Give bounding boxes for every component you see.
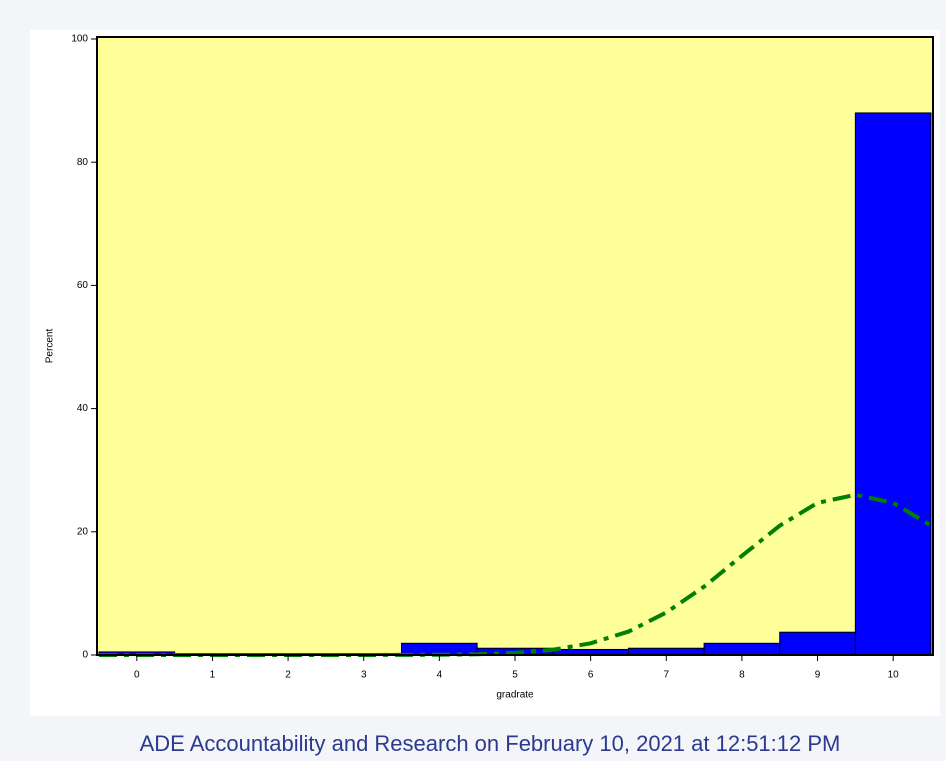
x-tick-label: 2 (285, 670, 291, 681)
bar (854, 112, 932, 656)
x-tick-label: 7 (663, 670, 669, 681)
x-tick-label: 5 (512, 670, 518, 681)
plot-area (97, 37, 933, 655)
x-tick-label: 6 (588, 670, 594, 681)
y-tick-label: 40 (77, 403, 89, 414)
y-tick-label: 60 (77, 280, 89, 291)
x-axis-label: gradrate (496, 690, 534, 701)
x-tick-label: 3 (361, 670, 367, 681)
bar (627, 647, 705, 656)
x-tick-label: 9 (815, 670, 821, 681)
footer: ADE Accountability and Research on Febru… (140, 731, 841, 756)
y-tick-label: 80 (77, 157, 89, 168)
x-tick-label: 10 (888, 670, 900, 681)
x-tick-label: 4 (437, 670, 443, 681)
y-tick-label: 20 (77, 526, 89, 537)
y-axis-label: Percent (45, 329, 56, 364)
x-tick-label: 0 (134, 670, 140, 681)
y-tick-label: 100 (71, 34, 88, 45)
x-tick-label: 8 (739, 670, 745, 681)
bar (779, 631, 856, 656)
y-tick-label: 0 (82, 650, 88, 661)
x-tick-label: 1 (210, 670, 216, 681)
bar (703, 642, 781, 656)
